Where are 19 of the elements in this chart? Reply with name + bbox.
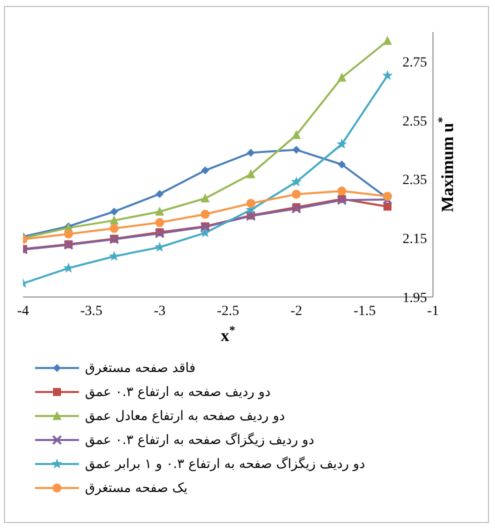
legend-label: دو ردیف زیگزاگ صفحه به ارتفاع ۰.۳ و ۱ برابر عمق <box>85 456 366 472</box>
legend-label: دو ردیف صفحه به ارتفاع ۰.۳ عمق <box>85 384 271 400</box>
x-tick-label: -2 <box>290 304 302 319</box>
legend-label: فاقد صفحه مستغرق <box>85 360 196 376</box>
x-tick-label: -3 <box>154 304 166 319</box>
legend-label: دو ردیف زیگزاگ صفحه به ارتفاع ۰.۳ عمق <box>85 432 314 448</box>
y-tick-label: 2.35 <box>402 173 427 188</box>
x-tick-label: -2.5 <box>216 304 240 319</box>
x-tick-label: -1 <box>427 304 439 319</box>
y-tick-label: 2.75 <box>402 55 427 70</box>
y-tick-label: 2.15 <box>402 232 427 248</box>
x-tick-label: -1.5 <box>354 304 376 319</box>
x-tick-label: -3.5 <box>80 304 102 319</box>
y-tick-label: 2.55 <box>402 114 427 130</box>
legend-label: دو ردیف صفحه به ارتفاع معادل عمق <box>85 408 285 424</box>
x-axis-title: x$^{*}$ <box>220 323 236 345</box>
legend-label: یک صفحه مستغرق <box>85 480 188 496</box>
y-tick-label: 1.95 <box>402 291 427 306</box>
x-tick-label: -4 <box>17 304 29 319</box>
